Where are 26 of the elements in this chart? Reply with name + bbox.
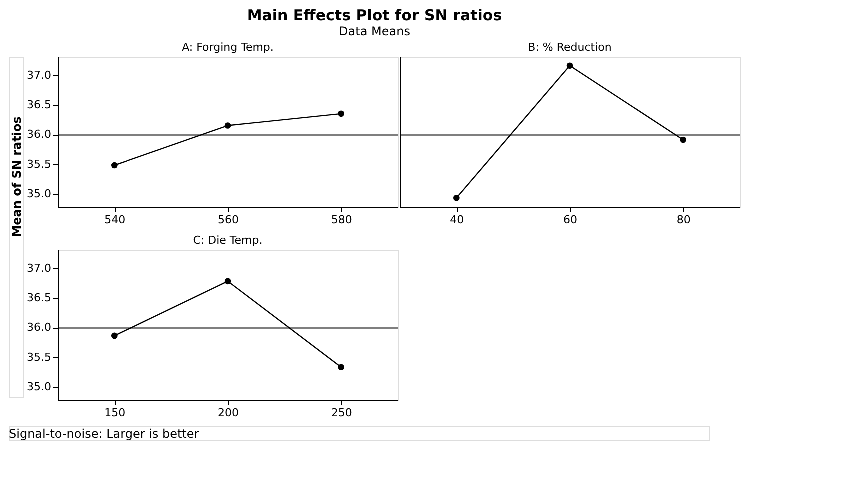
x-tick-label: 40 (450, 214, 464, 226)
y-tick-label: 35.5 (27, 158, 52, 171)
y-tick-label: 35.0 (27, 187, 52, 200)
y-tick-label: 35.0 (27, 380, 52, 394)
chart-title: A: Forging Temp. (182, 41, 274, 54)
x-tick-label: 560 (218, 214, 239, 226)
y-tick-label: 36.5 (27, 98, 52, 112)
y-tick-label: 36.0 (27, 128, 52, 142)
x-tick-label: 540 (104, 214, 126, 226)
chart-title: C: Die Temp. (193, 234, 263, 247)
x-tick-label: 80 (676, 214, 691, 226)
text: Main Effects Plot for SN ratios (247, 6, 502, 24)
text: Mean of SN ratios (10, 116, 24, 238)
x-tick-label: 580 (331, 214, 352, 226)
x-tick-label: 250 (331, 406, 352, 420)
y-tick-label: 35.5 (27, 350, 52, 364)
x-tick-label: 200 (218, 406, 239, 420)
chart-title: B: % Reduction (528, 41, 612, 54)
y-tick-label: 37.0 (27, 68, 52, 82)
x-tick-label: 60 (564, 214, 578, 226)
y-tick-label: 37.0 (27, 262, 52, 275)
text: Data Means (339, 24, 410, 38)
y-tick-label: 36.0 (27, 321, 52, 334)
x-tick-label: 150 (104, 406, 126, 420)
y-tick-label: 36.5 (27, 292, 52, 305)
text: Signal-to-noise: Larger is better (9, 427, 200, 441)
